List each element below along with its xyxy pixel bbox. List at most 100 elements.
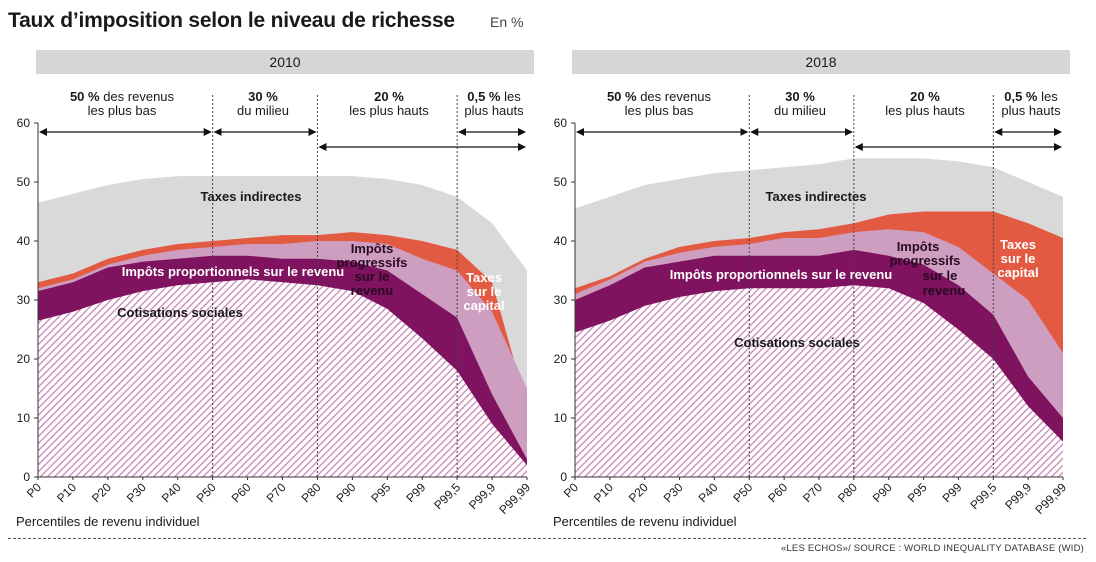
y-tick-label: 10: [554, 411, 568, 425]
group-label-line2: les plus hauts: [349, 103, 429, 118]
group-label-percent: 50 %: [607, 89, 637, 104]
group-label-line2: les plus hauts: [885, 103, 965, 118]
label-impots-progressifs-line: progressifs: [890, 253, 961, 268]
group-label-text: des revenus: [637, 89, 712, 104]
x-tick-label: P50: [194, 480, 219, 505]
group-label-line2: les plus bas: [88, 103, 157, 118]
group-label-percent: 0,5 %: [1004, 89, 1038, 104]
label-taxes-capital-line: sur le: [1001, 251, 1036, 266]
label-impots-proportionnels: Impôts proportionnels sur le revenu: [122, 264, 345, 279]
group-label-line2: plus hauts: [1001, 103, 1061, 118]
group-label-line1: 30 %: [785, 89, 815, 104]
group-label-line2: du milieu: [237, 103, 289, 118]
x-tick-label: P99: [403, 480, 428, 505]
x-tick-label: P70: [800, 480, 825, 505]
x-tick-label: P20: [626, 480, 651, 505]
x-tick-label: P60: [765, 480, 790, 505]
group-label-line2: les plus bas: [625, 103, 694, 118]
x-tick-label: P99,99: [496, 480, 533, 517]
x-tick-label: P10: [54, 480, 79, 505]
y-tick-label: 10: [17, 411, 31, 425]
label-taxes-capital-line: Taxes: [1000, 237, 1036, 252]
panel-header-bar: [572, 50, 1070, 74]
x-tick-label: P40: [159, 480, 184, 505]
chart-title: Taux d’imposition selon le niveau de ric…: [8, 9, 455, 32]
x-tick-label: P90: [870, 480, 895, 505]
y-tick-label: 0: [560, 470, 567, 484]
label-taxes-indirectes: Taxes indirectes: [201, 189, 302, 204]
y-tick-label: 30: [554, 293, 568, 307]
x-axis-title: Percentiles de revenu individuel: [16, 514, 200, 529]
group-label-percent: 20 %: [374, 89, 404, 104]
group-label-percent: 50 %: [70, 89, 100, 104]
group-label-line1: 20 %: [374, 89, 404, 104]
x-tick-label: P99,9: [466, 480, 498, 512]
x-tick-label: P99: [940, 480, 965, 505]
label-taxes-capital-line: capital: [463, 298, 504, 313]
x-tick-label: P99,9: [1002, 480, 1034, 512]
label-impots-progressifs-line: revenu: [923, 283, 966, 298]
area-cotisations-sociales: [575, 285, 1063, 477]
x-axis-title: Percentiles de revenu individuel: [553, 514, 737, 529]
x-tick-label: P30: [124, 480, 149, 505]
x-tick-label: P80: [299, 480, 324, 505]
y-tick-label: 60: [554, 116, 568, 130]
y-tick-label: 30: [17, 293, 31, 307]
label-impots-progressifs-line: sur le: [923, 268, 958, 283]
y-tick-label: 40: [17, 234, 31, 248]
group-label-percent: 0,5 %: [467, 89, 501, 104]
group-label-percent: 20 %: [910, 89, 940, 104]
label-taxes-capital-line: sur le: [467, 284, 502, 299]
panel-title: 2018: [805, 54, 836, 70]
group-label-text: les: [1038, 89, 1059, 104]
x-tick-label: P40: [696, 480, 721, 505]
y-tick-label: 20: [17, 352, 31, 366]
label-impots-progressifs-line: progressifs: [337, 255, 408, 270]
group-label-percent: 30 %: [785, 89, 815, 104]
footer-divider: [8, 538, 1086, 539]
x-tick-label: P80: [835, 480, 860, 505]
label-taxes-capital-line: capital: [997, 265, 1038, 280]
label-cotisations-sociales: Cotisations sociales: [117, 305, 243, 320]
group-label-line2: plus hauts: [464, 103, 524, 118]
label-impots-progressifs-line: revenu: [351, 283, 394, 298]
group-label-line1: 50 % des revenus: [607, 89, 712, 104]
unit-label: En %: [490, 14, 524, 30]
label-impots-progressifs-line: Impôts: [351, 241, 394, 256]
area-cotisations-sociales: [38, 279, 527, 477]
x-tick-label: P10: [591, 480, 616, 505]
x-tick-label: P30: [661, 480, 686, 505]
y-tick-label: 50: [17, 175, 31, 189]
x-tick-label: P60: [229, 480, 254, 505]
x-tick-label: P99,5: [967, 480, 999, 512]
x-tick-label: P50: [730, 480, 755, 505]
x-tick-label: P95: [368, 480, 393, 505]
label-impots-progressifs-line: sur le: [355, 269, 390, 284]
group-label-line1: 50 % des revenus: [70, 89, 175, 104]
y-tick-label: 40: [554, 234, 568, 248]
x-tick-label: P90: [333, 480, 358, 505]
group-label-line2: du milieu: [774, 103, 826, 118]
group-label-percent: 30 %: [248, 89, 278, 104]
label-cotisations-sociales: Cotisations sociales: [734, 335, 860, 350]
label-impots-progressifs-line: Impôts: [897, 239, 940, 254]
source-footer: «LES ECHOS»/ SOURCE : WORLD INEQUALITY D…: [780, 543, 1084, 554]
x-tick-label: P99,5: [431, 480, 463, 512]
label-taxes-indirectes: Taxes indirectes: [766, 189, 867, 204]
group-label-line1: 0,5 % les: [467, 89, 521, 104]
panel-header-bar: [36, 50, 534, 74]
y-tick-label: 0: [23, 470, 30, 484]
group-label-text: les: [501, 89, 522, 104]
group-label-line1: 0,5 % les: [1004, 89, 1058, 104]
x-tick-label: P95: [905, 480, 930, 505]
x-tick-label: P99,99: [1032, 480, 1069, 517]
y-tick-label: 60: [17, 116, 31, 130]
group-label-line1: 30 %: [248, 89, 278, 104]
group-label-text: des revenus: [100, 89, 175, 104]
y-tick-label: 20: [554, 352, 568, 366]
x-tick-label: P70: [264, 480, 289, 505]
y-tick-label: 50: [554, 175, 568, 189]
group-label-line1: 20 %: [910, 89, 940, 104]
